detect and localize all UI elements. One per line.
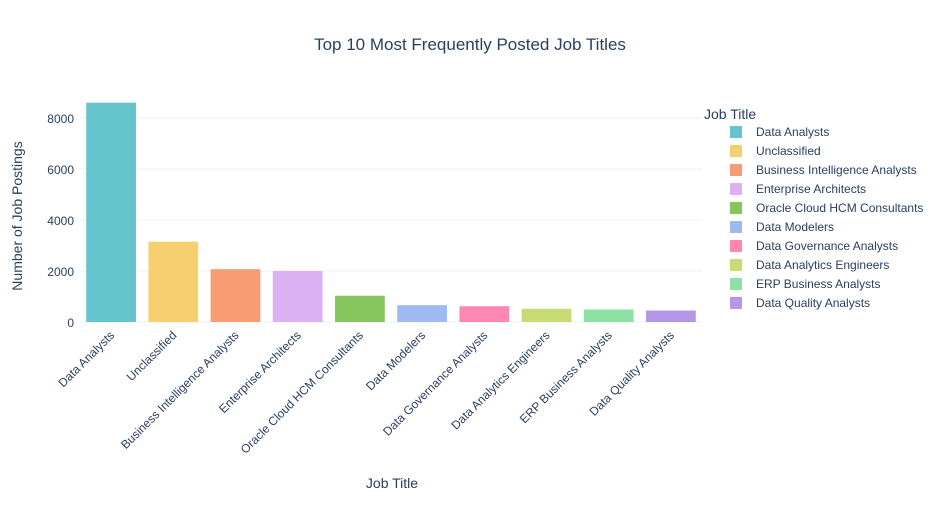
legend-item-label[interactable]: Enterprise Architects [756,182,866,196]
legend-swatch[interactable] [730,145,742,157]
bar-data-modelers[interactable] [397,305,447,322]
legend-item-label[interactable]: Business Intelligence Analysts [756,163,917,177]
legend-item-label[interactable]: Oracle Cloud HCM Consultants [756,201,923,215]
x-tick-label: Unclassified [124,328,180,384]
y-tick-label: 0 [67,316,74,330]
y-tick-label: 4000 [47,214,74,228]
bar-unclassified[interactable] [148,241,199,322]
legend-swatch[interactable] [730,240,742,252]
legend-swatch[interactable] [730,183,742,195]
legend-item-label[interactable]: Data Analysts [756,125,829,139]
x-axis-label: Job Title [366,475,418,491]
legend-items: Data Analysts Unclassified Business Intell… [730,125,923,310]
legend-swatch[interactable] [730,126,742,138]
x-tick-label: Business Intelligence Analysts [118,328,242,452]
x-tick-label: Oracle Cloud HCM Consultants [238,328,366,456]
bar-data-analytics-engineers[interactable] [521,308,572,322]
legend-item-label[interactable]: Unclassified [756,144,821,158]
y-axis-ticks: 0 2000 4000 6000 8000 [47,112,74,330]
y-tick-label: 6000 [47,163,74,177]
bar-enterprise-architects[interactable] [272,270,323,322]
legend-item-label[interactable]: Data Analytics Engineers [756,258,889,272]
y-tick-label: 8000 [47,112,74,126]
legend-swatch[interactable] [730,278,742,290]
bar-data-governance-analysts[interactable] [459,306,510,322]
chart-title: Top 10 Most Frequently Posted Job Titles [314,35,626,54]
y-axis-label: Number of Job Postings [9,141,25,290]
legend-swatch[interactable] [730,221,742,233]
bar-data-analysts[interactable] [86,102,136,322]
legend-item-label[interactable]: Data Governance Analysts [756,239,898,253]
legend-item-label[interactable]: Data Quality Analysts [756,296,870,310]
legend-swatch[interactable] [730,202,742,214]
legend-swatch[interactable] [730,297,742,309]
legend-item-label[interactable]: ERP Business Analysts [756,277,881,291]
bar-data-quality-analysts[interactable] [646,310,696,322]
legend-title: Job Title [704,106,756,122]
y-tick-label: 2000 [47,265,74,279]
legend: Job Title Data Analysts Unclassified Busin… [704,106,923,310]
x-tick-label: Data Analysts [55,328,117,390]
bar-oracle-cloud-hcm-consultants[interactable] [335,295,385,322]
x-tick-label: Data Modelers [363,328,428,393]
legend-item-label[interactable]: Data Modelers [756,220,834,234]
legend-swatch[interactable] [730,164,742,176]
x-tick-label: Data Governance Analysts [380,328,490,438]
legend-swatch[interactable] [730,259,742,271]
bars [86,102,696,322]
bar-business-intelligence-analysts[interactable] [210,269,261,322]
bar-erp-business-analysts[interactable] [583,309,634,322]
